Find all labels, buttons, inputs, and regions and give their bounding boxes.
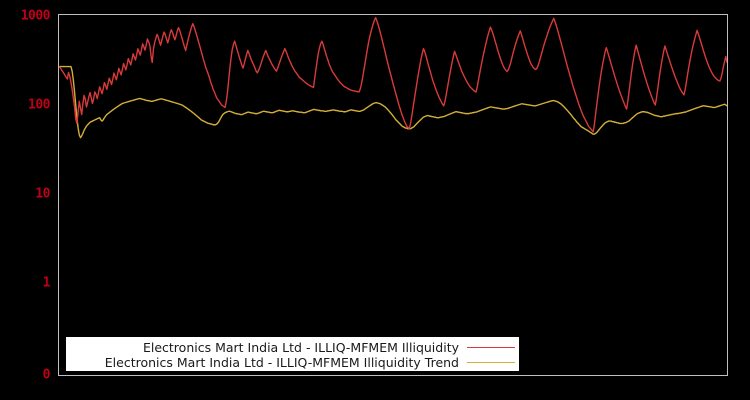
chart-legend[interactable]: Electronics Mart India Ltd - ILLIQ-MFMEM… — [66, 337, 519, 371]
legend-label-illiquidity-trend: Electronics Mart India Ltd - ILLIQ-MFMEM… — [104, 354, 459, 370]
legend-item-illiquidity-trend[interactable]: Electronics Mart India Ltd - ILLIQ-MFMEM… — [66, 355, 519, 370]
illiquidity-line — [59, 16, 727, 133]
legend-swatch-illiquidity-trend — [467, 361, 515, 363]
trend-line — [59, 65, 727, 139]
y-axis-tick-10: 10 — [35, 186, 50, 202]
legend-swatch-illiquidity — [467, 346, 515, 348]
legend-label-illiquidity: Electronics Mart India Ltd - ILLIQ-MFMEM… — [142, 339, 459, 355]
y-axis-tick-1000: 1000 — [20, 8, 51, 24]
y-axis-tick-0: 0 — [42, 367, 51, 383]
series-lines — [59, 16, 727, 139]
y-axis-tick-1: 1 — [42, 275, 51, 291]
y-axis-tick-100: 100 — [28, 97, 50, 113]
plot-area — [58, 14, 728, 376]
legend-item-illiquidity[interactable]: Electronics Mart India Ltd - ILLIQ-MFMEM… — [66, 340, 519, 355]
